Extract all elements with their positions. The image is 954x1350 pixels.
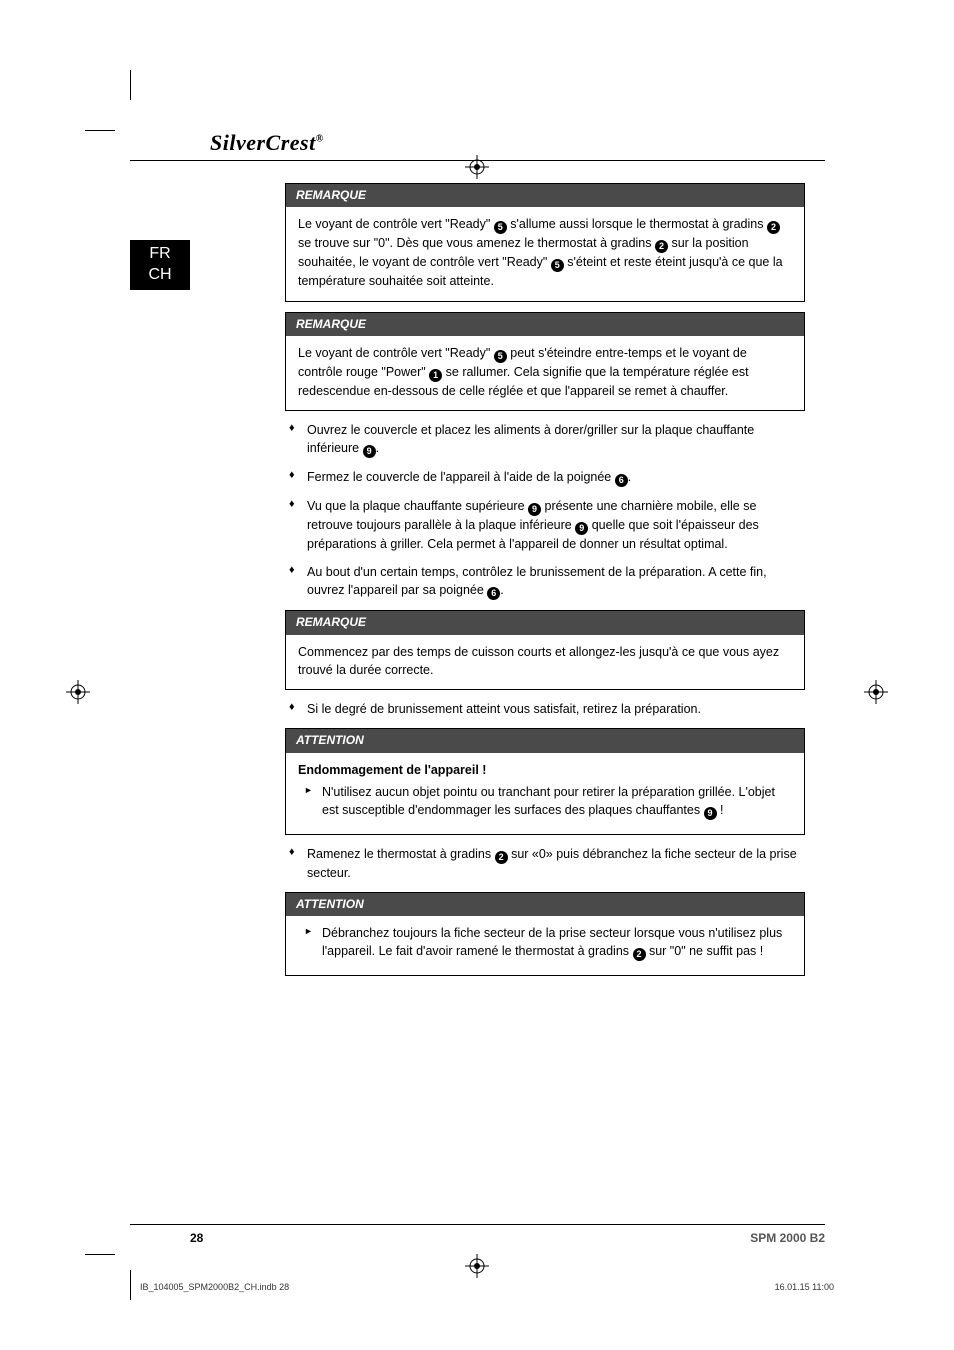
crop-mark (130, 70, 131, 100)
ref-9-icon: 9 (363, 445, 376, 458)
ref-9-icon: 9 (575, 522, 588, 535)
ref-2-icon: 2 (767, 221, 780, 234)
ref-9-icon: 9 (704, 807, 717, 820)
ref-6-icon: 6 (615, 474, 628, 487)
ref-6-icon: 6 (487, 587, 500, 600)
attention-box-2: ATTENTION Débranchez toujours la fiche s… (285, 892, 805, 977)
ref-1-icon: 1 (429, 369, 442, 382)
list-item: Au bout d'un certain temps, contrôlez le… (285, 563, 805, 600)
note-header: REMARQUE (286, 184, 804, 207)
language-tab: FR CH (130, 240, 190, 290)
crop-mark (85, 130, 115, 131)
attention-header: ATTENTION (286, 893, 804, 916)
crop-mark (85, 1254, 115, 1255)
note-box-1: REMARQUE Le voyant de contrôle vert "Rea… (285, 183, 805, 302)
main-content: REMARQUE Le voyant de contrôle vert "Rea… (285, 183, 805, 976)
list-item: Fermez le couvercle de l'appareil à l'ai… (285, 468, 805, 487)
header-rule (130, 160, 825, 161)
registration-mark-icon (864, 680, 888, 704)
list-item: Ramenez le thermostat à gradins 2 sur «0… (285, 845, 805, 882)
list-item: Débranchez toujours la fiche secteur de … (298, 924, 792, 961)
note-header: REMARQUE (286, 313, 804, 336)
ref-2-icon: 2 (633, 948, 646, 961)
list-item: N'utilisez aucun objet pointu ou trancha… (298, 783, 792, 820)
print-date: 16.01.15 11:00 (775, 1282, 834, 1292)
attention-subhead: Endommagement de l'appareil ! (298, 761, 792, 779)
ref-2-icon: 2 (495, 851, 508, 864)
lang-line1: FR (149, 244, 170, 265)
page-content: SilverCrest® FR CH REMARQUE Le voyant de… (130, 130, 825, 1245)
list-item: Vu que la plaque chauffante supérieure 9… (285, 497, 805, 553)
ref-9-icon: 9 (528, 503, 541, 516)
instruction-list-1: Ouvrez le couvercle et placez les alimen… (285, 421, 805, 600)
brand-logo: SilverCrest® (130, 130, 825, 156)
crop-mark (130, 1270, 131, 1300)
print-file: IB_104005_SPM2000B2_CH.indb 28 (140, 1282, 289, 1292)
brand-reg: ® (316, 134, 324, 145)
ref-2-icon: 2 (655, 240, 668, 253)
instruction-list-2: Si le degré de brunissement atteint vous… (285, 700, 805, 718)
note-box-3: REMARQUE Commencez par des temps de cuis… (285, 610, 805, 690)
page-number: 28 (130, 1231, 203, 1245)
page-footer: 28 SPM 2000 B2 (130, 1224, 825, 1245)
registration-mark-icon (465, 1254, 489, 1278)
instruction-list-3: Ramenez le thermostat à gradins 2 sur «0… (285, 845, 805, 882)
note-text: Commencez par des temps de cuisson court… (298, 643, 792, 679)
note-header: REMARQUE (286, 611, 804, 634)
ref-5-icon: 5 (494, 221, 507, 234)
ref-5-icon: 5 (494, 350, 507, 363)
print-metadata: IB_104005_SPM2000B2_CH.indb 28 16.01.15 … (140, 1282, 834, 1292)
attention-box-1: ATTENTION Endommagement de l'appareil ! … (285, 728, 805, 835)
ref-5-icon: 5 (551, 259, 564, 272)
list-item: Ouvrez le couvercle et placez les alimen… (285, 421, 805, 458)
attention-header: ATTENTION (286, 729, 804, 752)
model-label: SPM 2000 B2 (750, 1231, 825, 1245)
note-text: Le voyant de contrôle vert "Ready" 5 s'a… (298, 215, 792, 290)
note-box-2: REMARQUE Le voyant de contrôle vert "Rea… (285, 312, 805, 412)
attention-list: N'utilisez aucun objet pointu ou trancha… (298, 783, 792, 820)
registration-mark-icon (66, 680, 90, 704)
brand-name: SilverCrest (210, 130, 316, 155)
note-text: Le voyant de contrôle vert "Ready" 5 peu… (298, 344, 792, 400)
lang-line2: CH (148, 265, 171, 286)
attention-list: Débranchez toujours la fiche secteur de … (298, 924, 792, 961)
list-item: Si le degré de brunissement atteint vous… (285, 700, 805, 718)
